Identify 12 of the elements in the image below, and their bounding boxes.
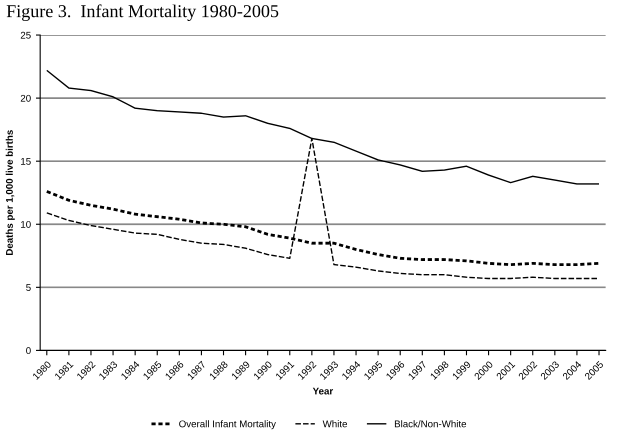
y-tick-label: 25 [20, 32, 31, 39]
legend-label: Black/Non-White [394, 420, 466, 428]
chart-title: Figure 3. Infant Mortality 1980-2005 [6, 4, 278, 21]
legend-label: Overall Infant Mortality [179, 420, 276, 430]
y-tick-label: 20 [20, 94, 31, 102]
y-tick-label: 0 [26, 347, 31, 354]
y-tick-label: 10 [21, 220, 31, 228]
y-tick-label: 5 [26, 284, 31, 291]
y-tick-label: 15 [21, 158, 31, 165]
legend-label: White [322, 420, 348, 428]
x-axis-title: Year [312, 388, 334, 395]
y-axis-title: Deaths per 1,000 live births [6, 130, 15, 256]
